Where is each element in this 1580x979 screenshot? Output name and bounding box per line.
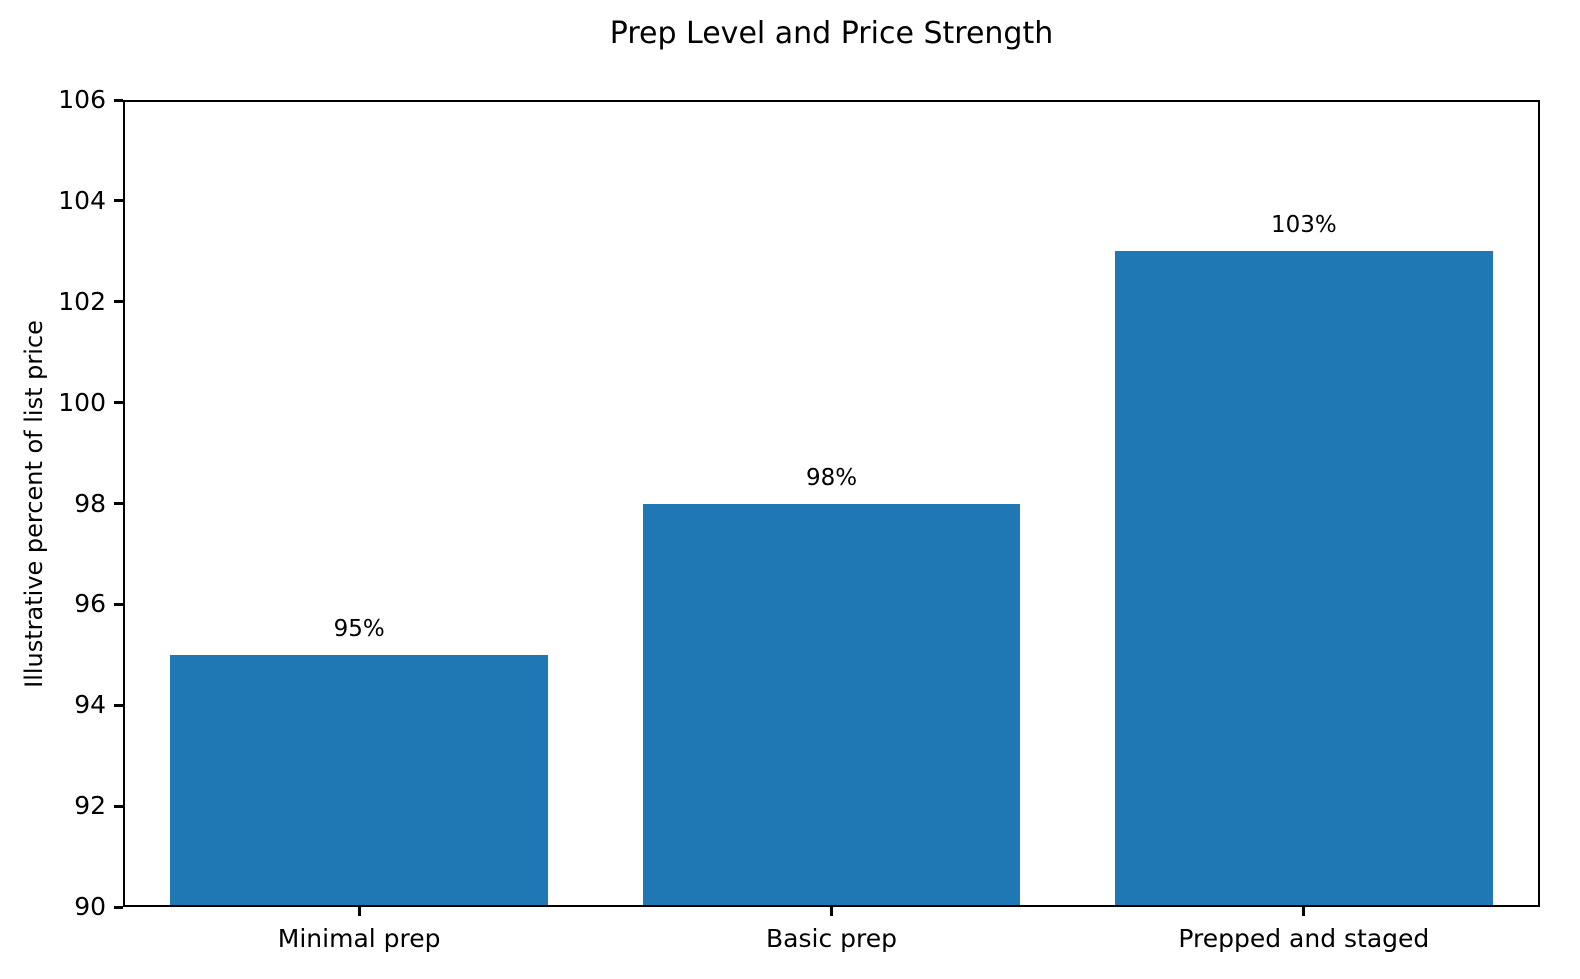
bar	[642, 503, 1021, 905]
y-tick-label: 90	[74, 892, 106, 921]
y-tick-mark	[114, 703, 123, 707]
y-tick-label: 96	[74, 589, 106, 619]
y-tick-label: 98	[74, 488, 106, 518]
y-tick-label: 106	[58, 85, 106, 114]
y-tick-mark	[114, 98, 123, 102]
bar-value-label: 98%	[805, 464, 858, 491]
y-tick-label: 100	[58, 387, 106, 417]
y-tick-mark	[114, 300, 123, 304]
bar-value-label: 95%	[333, 615, 385, 642]
y-tick-label: 92	[74, 791, 106, 821]
y-tick-label: 104	[58, 185, 106, 215]
chart-title: Prep Level and Price Strength	[609, 16, 1054, 51]
y-tick-label: 94	[74, 690, 106, 720]
x-tick-label: Minimal prep	[277, 924, 441, 953]
bar	[1114, 251, 1493, 905]
y-tick-mark	[114, 602, 123, 606]
y-tick-mark	[114, 804, 123, 808]
y-tick-mark	[114, 401, 123, 405]
y-tick-mark	[114, 905, 123, 909]
bar-value-label: 103%	[1270, 212, 1337, 239]
x-tick-mark	[830, 907, 833, 916]
y-tick-mark	[114, 502, 123, 505]
x-tick-mark	[1302, 907, 1306, 916]
y-tick-label: 102	[58, 286, 106, 316]
y-tick-mark	[114, 199, 123, 203]
x-tick-mark	[357, 907, 361, 916]
bar	[170, 654, 549, 905]
plot-area	[123, 100, 1540, 907]
x-tick-label: Prepped and staged	[1178, 924, 1430, 953]
x-tick-label: Basic prep	[766, 924, 897, 953]
